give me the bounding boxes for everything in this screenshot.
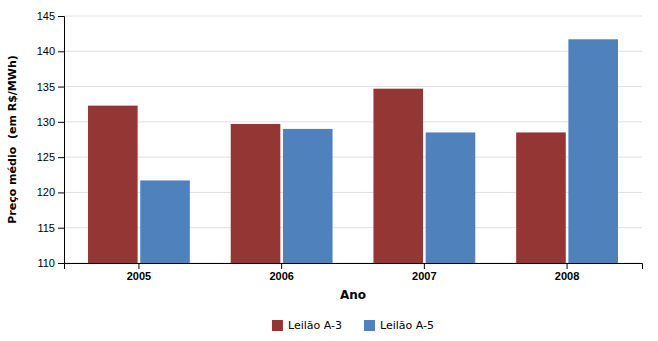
tick-label: 140 [37, 45, 55, 57]
tick-label: 115 [37, 222, 55, 234]
tick-label: 2006 [269, 270, 293, 282]
tick-label: 2007 [412, 270, 436, 282]
tick: 2007 [412, 263, 436, 282]
bar [88, 106, 138, 263]
tick-mark [138, 263, 139, 269]
grid-line [64, 121, 642, 122]
tick: 140 [37, 45, 64, 57]
y-axis: 110 115 120 125 130 135 140 145 [37, 10, 65, 269]
tick: 120 [37, 186, 64, 198]
y-axis-title: Preço médio (em R$/MWh) [6, 55, 19, 224]
x-axis-title: Ano [340, 288, 366, 302]
grid-line [64, 51, 642, 52]
plot: 110 115 120 125 130 135 140 145 2005 2006 2007 2008 [37, 10, 643, 282]
tick: 2006 [269, 263, 293, 282]
x-axis: 2005 2006 2007 2008 [65, 263, 643, 282]
tick-mark [58, 228, 64, 229]
axis-line [58, 17, 65, 264]
tick: 125 [37, 151, 64, 163]
grid-line [64, 86, 642, 87]
series [140, 39, 618, 263]
tick-mark [58, 192, 64, 193]
tick-label: 2005 [127, 270, 151, 282]
bar [373, 89, 423, 263]
legend: Leilão A-3 Leilão A-5 [272, 319, 434, 332]
legend-item: Leilão A-3 [272, 319, 342, 332]
tick-label: 120 [37, 186, 55, 198]
tick-mark [58, 157, 64, 158]
tick-label: 135 [37, 81, 55, 93]
tick-mark [58, 51, 64, 52]
tick-label: 130 [37, 116, 55, 128]
tick-mark [58, 263, 64, 264]
tick-mark [424, 263, 425, 269]
tick-label: 125 [37, 151, 55, 163]
tick-label: 2008 [555, 270, 579, 282]
legend-label: Leilão A-3 [288, 319, 342, 332]
chart: 110 115 120 125 130 135 140 145 2005 2006 2007 2008… [0, 0, 658, 341]
tick: 130 [37, 116, 64, 128]
tick-label: 145 [37, 10, 55, 22]
bar [516, 132, 566, 263]
legend-swatch [364, 320, 375, 331]
axis-line [65, 264, 643, 270]
tick-mark [58, 87, 64, 88]
bar [283, 129, 333, 263]
bar [568, 39, 618, 263]
grid [64, 16, 642, 263]
legend-swatch [272, 320, 283, 331]
tick: 2008 [555, 263, 579, 282]
bar [140, 180, 190, 263]
legend-label: Leilão A-5 [380, 319, 434, 332]
legend-item: Leilão A-5 [364, 319, 434, 332]
tick-label: 110 [37, 257, 55, 269]
tick-mark [281, 263, 282, 269]
series [88, 89, 566, 263]
bars [88, 39, 618, 263]
tick: 110 [37, 257, 64, 269]
tick: 135 [37, 81, 64, 93]
tick: 115 [37, 222, 64, 234]
tick-mark [567, 263, 568, 269]
tick: 2005 [127, 263, 151, 282]
bar [426, 132, 476, 263]
tick-mark [58, 122, 64, 123]
tick-mark [58, 16, 64, 17]
grid-line [64, 16, 642, 17]
bar [231, 124, 281, 263]
tick: 145 [37, 10, 64, 22]
